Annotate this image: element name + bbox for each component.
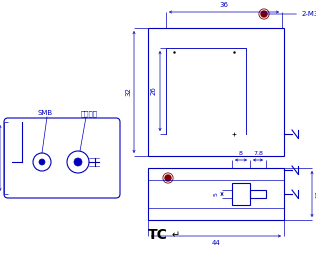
Text: 2-M3安装孔: 2-M3安装孔 <box>267 11 316 17</box>
Bar <box>148 28 284 156</box>
Text: 36: 36 <box>220 2 228 8</box>
Bar <box>232 183 250 205</box>
Text: SMB: SMB <box>37 110 52 116</box>
Bar <box>148 168 284 220</box>
Text: 8: 8 <box>239 151 243 156</box>
Text: 同心电容: 同心电容 <box>81 110 98 117</box>
Text: 26: 26 <box>151 87 157 96</box>
Text: 44: 44 <box>212 240 220 246</box>
Text: 32: 32 <box>125 88 131 97</box>
Circle shape <box>39 159 45 165</box>
Text: 12: 12 <box>315 190 316 198</box>
Text: TC: TC <box>148 228 168 242</box>
Text: ↵: ↵ <box>172 230 180 240</box>
Circle shape <box>261 11 267 17</box>
Text: 5: 5 <box>214 192 219 196</box>
Circle shape <box>165 175 171 181</box>
Text: 7.8: 7.8 <box>253 151 263 156</box>
Bar <box>250 190 266 198</box>
Circle shape <box>74 158 82 166</box>
